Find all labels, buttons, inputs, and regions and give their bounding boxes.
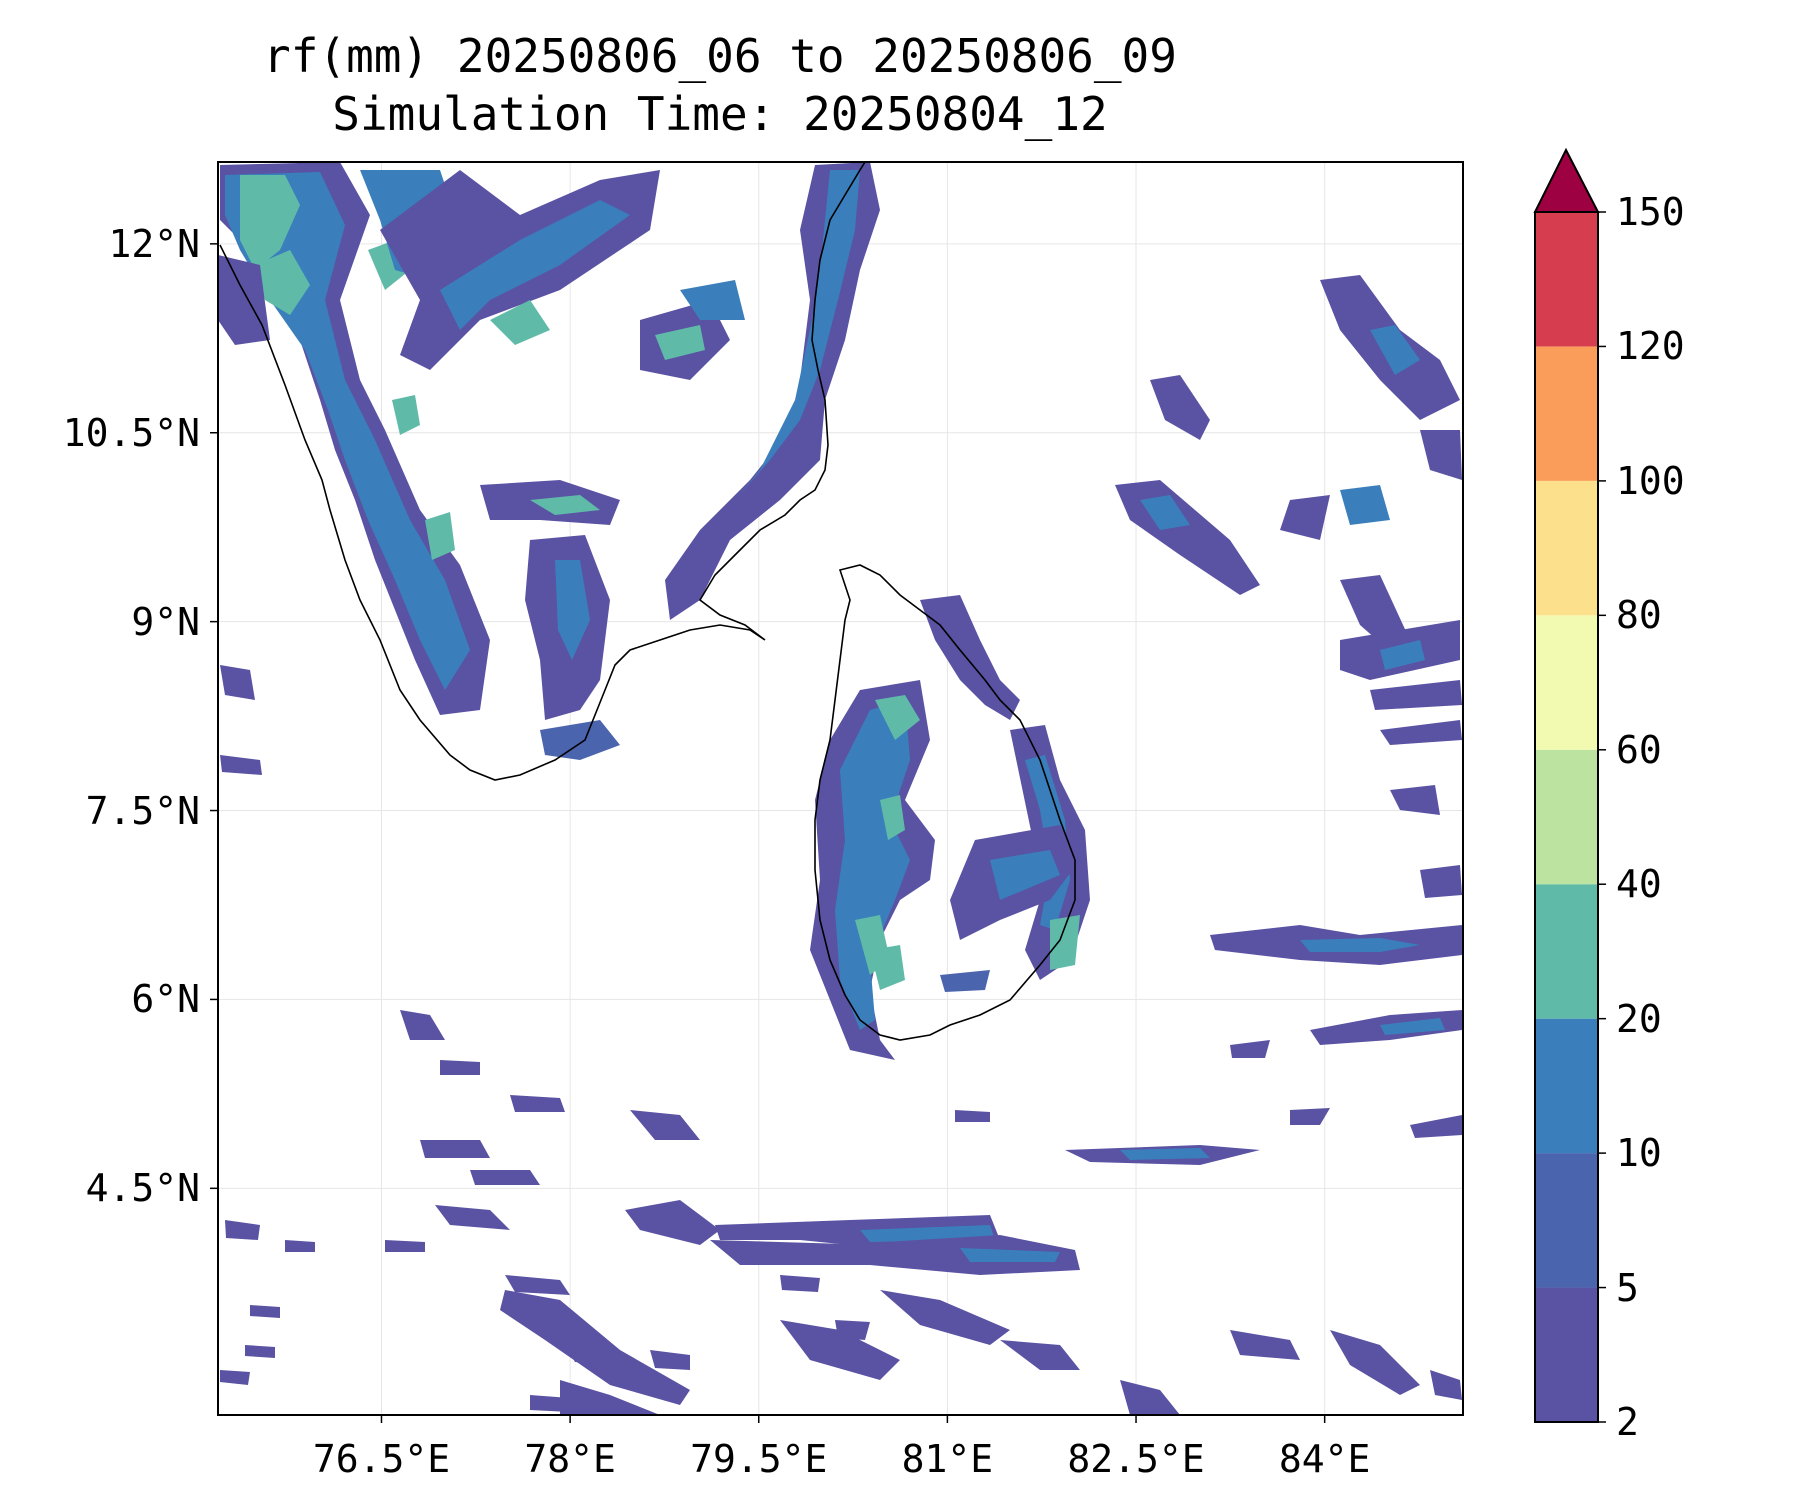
colorbar-label: 150 <box>1616 190 1685 234</box>
colorbar-segment <box>1535 615 1598 750</box>
x-tick-label: 82.5°E <box>1067 1437 1205 1481</box>
rainfall-contours <box>218 162 1462 1415</box>
colorbar-segment <box>1535 1153 1598 1288</box>
coastlines <box>219 162 1076 1041</box>
x-tick-label: 84°E <box>1278 1437 1371 1481</box>
colorbar-segment <box>1535 1018 1598 1154</box>
y-tick-label: 9°N <box>131 599 200 644</box>
colorbar-segment <box>1535 749 1598 885</box>
x-tick-label: 79.5°E <box>690 1437 828 1481</box>
colorbar <box>1533 147 1606 1423</box>
y-tick-label: 4.5°N <box>85 1166 200 1211</box>
y-tick-label: 10.5°N <box>62 410 200 455</box>
colorbar-label: 20 <box>1616 996 1662 1041</box>
colorbar-label: 80 <box>1616 593 1662 638</box>
colorbar-segment <box>1535 1287 1598 1422</box>
colorbar-segment <box>1535 346 1598 481</box>
colorbar-label: 40 <box>1616 862 1662 907</box>
map-title: rf(mm) 20250806_06 to 20250806_09 <box>263 29 1177 83</box>
colorbar-label: 10 <box>1616 1131 1662 1176</box>
colorbar-segment <box>1535 480 1598 616</box>
india-coastline <box>219 162 866 781</box>
rain-region-southern-streaks <box>220 665 1462 1415</box>
colorbar-segment <box>1535 884 1598 1019</box>
x-tick-label: 78°E <box>524 1437 616 1481</box>
x-tick-label: 76.5°E <box>312 1437 451 1481</box>
y-tick-label: 6°N <box>131 977 200 1022</box>
rain-region-bay-of-bengal <box>1065 275 1462 1165</box>
rain-region-east-coast <box>665 162 880 620</box>
y-tick-label: 12°N <box>108 221 200 266</box>
colorbar-segment <box>1535 212 1598 347</box>
colorbar-label: 100 <box>1616 458 1685 503</box>
colorbar-extend-arrow <box>1533 147 1600 213</box>
sri-lanka-coastline <box>814 564 1076 1041</box>
colorbar-label: 5 <box>1616 1265 1639 1310</box>
colorbar-label: 120 <box>1616 324 1685 369</box>
colorbar-label: 2 <box>1616 1400 1639 1444</box>
rain-region-tamil-nadu <box>380 170 745 760</box>
y-tick-label: 7.5°N <box>85 788 200 833</box>
map-frame <box>217 161 1464 1416</box>
map-subtitle: Simulation Time: 20250804_12 <box>332 87 1108 141</box>
colorbar-frame <box>1534 211 1599 1423</box>
x-tick-label: 81°E <box>901 1437 994 1481</box>
colorbar-label: 60 <box>1616 727 1662 772</box>
rain-region-sri-lanka <box>810 595 1090 1060</box>
axis-ticks <box>210 243 1326 1423</box>
